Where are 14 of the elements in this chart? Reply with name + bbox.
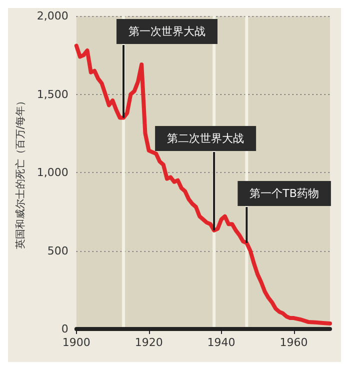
x-tick-label: 1900 (62, 336, 90, 349)
x-tick-label: 1920 (134, 336, 163, 349)
ref-line-label: 第二次世界大战 (167, 132, 244, 145)
line-series (74, 44, 332, 326)
x-tick-label: 1960 (280, 336, 308, 349)
y-tick-label: 1,500 (36, 88, 68, 101)
y-tick-label: 0 (61, 322, 68, 336)
x-tick-label: 1940 (207, 336, 236, 349)
y-axis-title: 英国和威尔士的死亡（百万/每年） (14, 96, 26, 250)
y-tick-label: 500 (47, 244, 68, 258)
y-tick-label: 2,000 (36, 10, 68, 22)
ref-line-label: 第一个TB药物 (250, 187, 319, 200)
ref-line-label: 第一次世界大战 (128, 25, 206, 38)
y-tick-label: 1,000 (36, 166, 68, 179)
